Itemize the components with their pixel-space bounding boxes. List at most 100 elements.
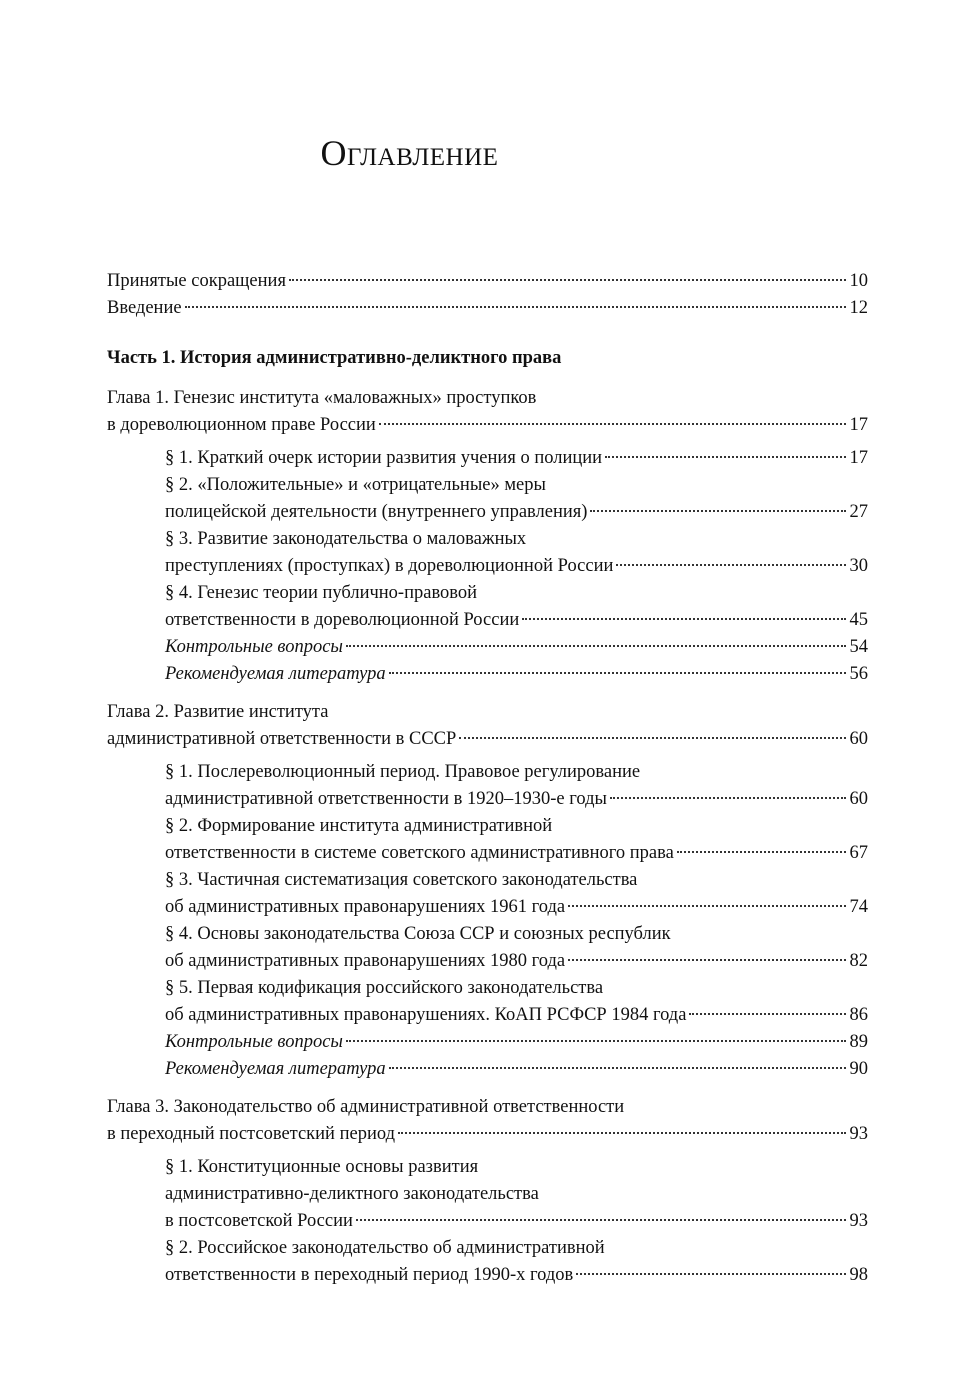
toc-entry-chapter[interactable]: Глава 2. Развитие института административ… [107,699,868,753]
toc-entry-line: в переходный постсоветский период 93 [107,1121,868,1148]
toc-entry-title: Контрольные вопросы [165,1032,343,1052]
toc-entry-line: § 2. Формирование института администрати… [165,813,868,840]
toc-entry-line: § 4. Основы законодательства Союза ССР и… [165,921,868,948]
toc-entry-sub[interactable]: § 3. Развитие законодательства о маловаж… [107,526,868,580]
dot-leader [345,645,846,647]
toc-entry-title: § 1. Конституционные основы развития [165,1157,479,1177]
dot-leader [568,905,846,907]
toc-entry-line: § 1. Конституционные основы развития [165,1154,868,1181]
toc-entry-title: § 1. Послереволюционный период. Правовое… [165,762,641,782]
toc-entry-line: административной ответственности в 1920–… [165,786,868,813]
toc-entry-line: § 3. Частичная систематизация советского… [165,867,868,894]
toc-entry-title: Рекомендуемая литература [165,1059,386,1079]
toc-entry-title: об административных правонарушениях 1961… [165,897,566,917]
toc-entry-title: Рекомендуемая литература [165,664,386,684]
toc-entry-title: в дореволюционном праве России [107,415,376,435]
toc-entry-title: ответственности в переходный период 1990… [165,1265,574,1285]
page-number: 60 [849,789,869,809]
toc-entry-line: ответственности в дореволюционной России… [165,607,868,634]
toc-entry-title: Часть 1. История административно-деликтн… [107,348,562,368]
toc-entry-line: Глава 2. Развитие института [107,699,868,726]
toc-entry-sub[interactable]: § 1. Краткий очерк истории развития учен… [107,445,868,472]
dot-leader [345,1040,846,1042]
dot-leader [522,618,846,620]
toc-entry-chapter[interactable]: Глава 3. Законодательство об администрат… [107,1094,868,1148]
toc-entry-title: § 1. Краткий очерк истории развития учен… [165,448,603,468]
toc-entry-title: об административных правонарушениях 1980… [165,951,566,971]
toc-entry-line: об административных правонарушениях. КоА… [165,1002,868,1029]
page-number: 82 [849,951,869,971]
toc-entry-line: Рекомендуемая литература 90 [165,1056,868,1083]
toc-entry-sub[interactable]: § 1. Послереволюционный период. Правовое… [107,759,868,813]
page-number: 45 [849,610,869,630]
toc-entry-line: преступлениях (проступках) в дореволюцио… [165,553,868,580]
page-number: 89 [849,1032,869,1052]
page-number: 90 [849,1059,869,1079]
page-number: 54 [849,637,869,657]
toc-entry-title: Принятые сокращения [107,271,286,291]
toc-entry-title: полицейской деятельности (внутреннего уп… [165,502,588,522]
toc-entry-line: § 1. Послереволюционный период. Правовое… [165,759,868,786]
toc-entry-sub[interactable]: Контрольные вопросы 89 [107,1029,868,1056]
dot-leader [184,306,846,308]
toc-entry-line: Контрольные вопросы 89 [165,1029,868,1056]
dot-leader [378,423,846,425]
toc-entry-title: § 2. Формирование института администрати… [165,816,553,836]
toc-entry-title: в постсоветской России [165,1211,353,1231]
page-number: 17 [849,448,869,468]
dot-leader [616,564,846,566]
page-number: 98 [849,1265,869,1285]
toc-entry-title: об административных правонарушениях. КоА… [165,1005,687,1025]
page-number: 10 [849,271,869,291]
toc-entry-title: административной ответственности в 1920–… [165,789,607,809]
toc-entry-top[interactable]: Введение 12 [107,295,868,322]
toc-entry-title: ответственности в системе советского адм… [165,843,674,863]
dot-leader [459,737,846,739]
toc-entry-line: ответственности в системе советского адм… [165,840,868,867]
page-number: 86 [849,1005,869,1025]
dot-leader [397,1132,846,1134]
dot-leader [689,1013,846,1015]
toc-entry-line: Введение 12 [107,295,868,322]
toc-entry-sub[interactable]: § 2. Российское законодательство об адми… [107,1235,868,1289]
toc-entry-title: ответственности в дореволюционной России [165,610,520,630]
dot-leader [605,456,846,458]
toc-entry-sub[interactable]: Рекомендуемая литература 90 [107,1056,868,1083]
toc-entry-title: § 3. Развитие законодательства о маловаж… [165,529,527,549]
dot-leader [388,672,846,674]
page-number: 12 [849,298,869,318]
toc-entry-part[interactable]: Часть 1. История административно-деликтн… [107,345,868,372]
page-number: 60 [849,729,869,749]
toc-entry-sub[interactable]: § 5. Первая кодификация российского зако… [107,975,868,1029]
toc-entry-sub[interactable]: Контрольные вопросы 54 [107,634,868,661]
toc-entry-sub[interactable]: § 1. Конституционные основы развития адми… [107,1154,868,1235]
page-number: 30 [849,556,869,576]
page-number: 56 [849,664,869,684]
dot-leader [388,1067,846,1069]
toc-entry-line: Глава 3. Законодательство об администрат… [107,1094,868,1121]
toc-entry-title: административно-деликтного законодательс… [165,1184,539,1204]
toc-entry-line: административно-деликтного законодательс… [165,1181,868,1208]
toc-entry-title: преступлениях (проступках) в дореволюцио… [165,556,614,576]
toc-entry-chapter[interactable]: Глава 1. Генезис института «маловажных» … [107,385,868,439]
dot-leader [676,851,846,853]
toc-entry-sub[interactable]: § 3. Частичная систематизация советского… [107,867,868,921]
toc-entry-sub[interactable]: § 2. «Положительные» и «отрицательные» м… [107,472,868,526]
toc-entry-line: в дореволюционном праве России 17 [107,412,868,439]
table-of-contents: Принятые сокращения 10 Введение 12 Часть 1. … [107,268,868,1289]
toc-entry-sub[interactable]: § 4. Генезис теории публично-правовой отв… [107,580,868,634]
page-title: Оглавление [0,132,975,174]
toc-entry-title: административной ответственности в СССР [107,729,457,749]
toc-entry-sub[interactable]: Рекомендуемая литература 56 [107,661,868,688]
toc-entry-line: административной ответственности в СССР 6… [107,726,868,753]
toc-entry-line: Рекомендуемая литература 56 [165,661,868,688]
toc-entry-title: Контрольные вопросы [165,637,343,657]
toc-entry-title: § 4. Основы законодательства Союза ССР и… [165,924,671,944]
toc-entry-sub[interactable]: § 2. Формирование института администрати… [107,813,868,867]
toc-entry-sub[interactable]: § 4. Основы законодательства Союза ССР и… [107,921,868,975]
dot-leader [609,797,846,799]
toc-entry-line: об административных правонарушениях 1961… [165,894,868,921]
toc-entry-top[interactable]: Принятые сокращения 10 [107,268,868,295]
title-text: Оглавление [320,133,499,173]
page-number: 93 [849,1124,869,1144]
